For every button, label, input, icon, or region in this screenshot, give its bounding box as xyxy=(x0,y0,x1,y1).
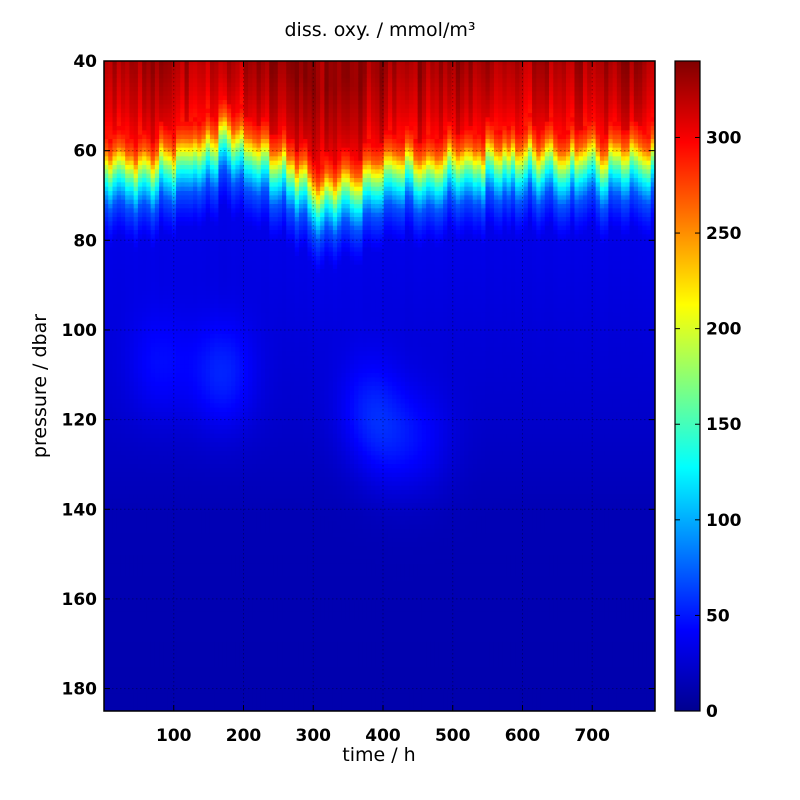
x-axis: 100 200 300 400 500 600 700 xyxy=(156,61,610,746)
colorbar-tick-label: 100 xyxy=(706,511,742,531)
x-tick-label: 600 xyxy=(505,726,541,746)
y-tick-label: 140 xyxy=(62,500,98,520)
colorbar xyxy=(674,60,701,712)
x-tick-label: 100 xyxy=(156,726,192,746)
y-axis: 40 60 80 100 120 140 160 180 xyxy=(62,52,655,700)
colorbar-tick-label: 250 xyxy=(706,224,742,244)
colorbar-tick-label: 50 xyxy=(706,606,730,626)
plot-frame xyxy=(103,60,656,712)
x-tick-label: 700 xyxy=(574,726,610,746)
heatmap-field xyxy=(104,61,655,711)
y-tick-label: 80 xyxy=(73,231,97,251)
colorbar-tick-label: 0 xyxy=(706,702,718,722)
colorbar-tick-label: 200 xyxy=(706,320,742,340)
x-tick-label: 300 xyxy=(295,726,331,746)
y-tick-label: 160 xyxy=(62,590,98,610)
colorbar-tick-label: 300 xyxy=(706,128,742,148)
y-tick-label: 120 xyxy=(62,411,98,431)
y-axis-title: pressure / dbar xyxy=(29,314,51,458)
x-axis-title: time / h xyxy=(342,744,415,766)
x-tick-label: 400 xyxy=(365,726,401,746)
y-tick-label: 60 xyxy=(73,142,97,162)
x-tick-label: 500 xyxy=(435,726,471,746)
grid-lines xyxy=(104,60,655,711)
colorbar-ticks: 0 50 100 150 200 250 300 xyxy=(675,128,742,722)
x-tick-label: 200 xyxy=(226,726,262,746)
chart-title: diss. oxy. / mmol/m³ xyxy=(284,19,475,41)
colorbar-tick-label: 150 xyxy=(706,415,742,435)
y-tick-label: 100 xyxy=(62,321,98,341)
y-tick-label: 180 xyxy=(62,680,98,700)
y-tick-label: 40 xyxy=(73,52,97,72)
